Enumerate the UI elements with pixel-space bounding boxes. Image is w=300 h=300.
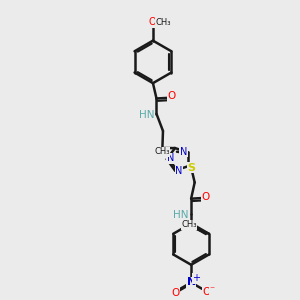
Text: N: N [180,147,187,157]
Text: O: O [172,288,180,298]
Text: N: N [167,153,174,163]
Text: HN: HN [173,211,188,220]
Text: ⁻: ⁻ [209,285,214,295]
Text: O: O [167,91,176,101]
Text: CH₃: CH₃ [181,220,197,230]
Text: O: O [202,192,210,202]
Text: N: N [187,278,196,287]
Text: HN: HN [139,110,155,120]
Text: S: S [187,163,195,173]
Text: CH₃: CH₃ [155,18,171,27]
Text: +: + [192,273,200,284]
Text: O: O [148,17,156,27]
Text: N: N [176,166,183,176]
Text: CH₃: CH₃ [154,147,170,156]
Text: O: O [202,287,211,297]
